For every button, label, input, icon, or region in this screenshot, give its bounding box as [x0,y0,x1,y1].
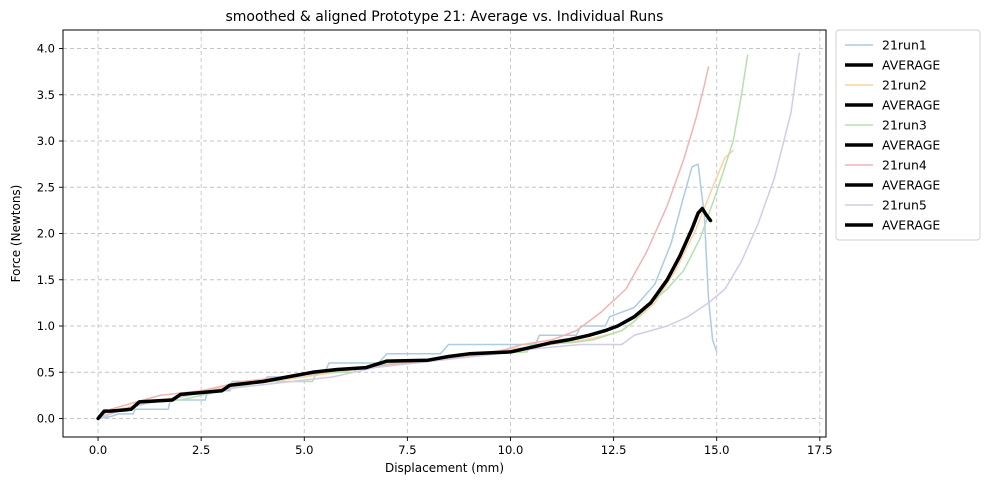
x-tick-label: 10.0 [498,443,524,457]
series-line-21run4 [97,66,710,420]
chart-title: smoothed & aligned Prototype 21: Average… [226,9,664,25]
legend-label: 21run3 [882,118,927,133]
y-tick-label: 1.0 [37,319,55,333]
x-axis-title: Displacement (mm) [385,461,504,475]
y-tick-label: 3.5 [37,88,55,102]
x-tick-label: 7.5 [398,443,416,457]
legend-label: AVERAGE [882,58,940,73]
legend-label: AVERAGE [882,218,940,233]
y-tick-label: 1.5 [37,273,55,287]
legend-label: AVERAGE [882,138,940,153]
y-tick-label: 2.0 [37,227,55,241]
legend-label: 21run2 [882,78,927,93]
x-tick-label: 17.5 [807,443,833,457]
legend-label: 21run1 [882,38,927,53]
x-tick-label: 5.0 [295,443,313,457]
legend-label: 21run5 [882,198,927,213]
legend: 21run1 AVERAGE 21run2 AVERAGE 21run3 AVERAGE 2… [835,29,981,241]
tick-layer: 0.0 2.5 5.0 7.5 10.0 12.5 15.0 17.5 0.0 0.5 1.0 1.5… [37,42,833,458]
x-tick-label: 2.5 [192,443,210,457]
y-tick-label: 0.0 [37,412,55,426]
y-axis-title: Force (Newtons) [9,185,23,283]
legend-label: 21run4 [882,158,927,173]
y-tick-label: 4.0 [37,42,55,56]
x-tick-label: 12.5 [601,443,627,457]
y-tick-label: 0.5 [37,365,55,379]
legend-label: AVERAGE [882,178,940,193]
series-line-21run2 [97,149,734,420]
series-line-21run5 [97,52,800,420]
grid-layer [63,30,826,437]
series-line-average [96,206,713,421]
legend-label: AVERAGE [882,98,940,113]
x-tick-label: 15.0 [704,443,730,457]
legend-frame [835,29,981,241]
y-tick-label: 2.5 [37,180,55,194]
series-line-21run3 [97,54,749,420]
x-tick-label: 0.0 [89,443,107,457]
series-layer [96,52,800,421]
y-tick-label: 3.0 [37,134,55,148]
